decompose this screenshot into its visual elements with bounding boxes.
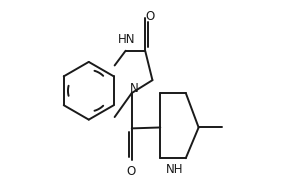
Text: O: O: [146, 10, 155, 23]
Text: N: N: [130, 82, 138, 95]
Text: HN: HN: [118, 33, 135, 46]
Text: O: O: [127, 165, 136, 178]
Text: NH: NH: [166, 163, 184, 176]
